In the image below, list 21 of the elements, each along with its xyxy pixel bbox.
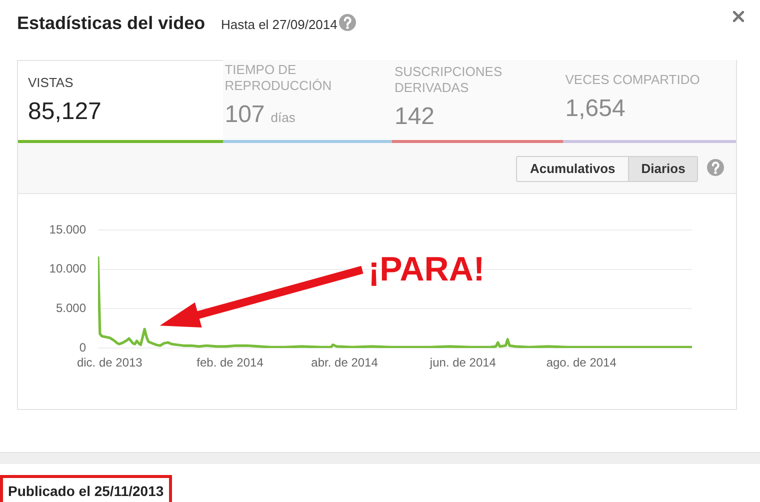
x-tick-label: abr. de 2014 — [311, 356, 378, 370]
text: VECES COMPARTIDO — [565, 72, 701, 88]
annotation: ¡PARA! — [368, 250, 485, 289]
y-tick-label: 5.000 — [56, 300, 86, 315]
text: TIEMPO DE REPRODUCCIÓN — [224, 62, 333, 94]
x-tick-label: feb. de 2014 — [196, 356, 264, 370]
text: Publicado el 25/11/2013 — [0, 475, 172, 502]
text: Estadísticas del video — [17, 13, 206, 34]
text: SUSCRIPCIONES DERIVADAS — [394, 64, 504, 96]
y-tick-label: 10.000 — [49, 262, 86, 276]
y-tick-label: 15.000 — [49, 222, 86, 236]
text: 142 — [394, 102, 436, 130]
x-tick-label: jun. de 2014 — [428, 356, 496, 370]
text: Hasta el 27/09/2014 — [221, 17, 338, 32]
text: 107 días — [224, 101, 296, 130]
text: 1,654 — [565, 94, 626, 122]
text: 85,127 — [28, 98, 102, 126]
x-tick-label: ago. de 2014 — [546, 356, 617, 370]
y-tick-label: 0 — [79, 340, 86, 354]
text: VISTAS — [28, 75, 74, 91]
x-tick-label: dic. de 2013 — [76, 356, 143, 370]
